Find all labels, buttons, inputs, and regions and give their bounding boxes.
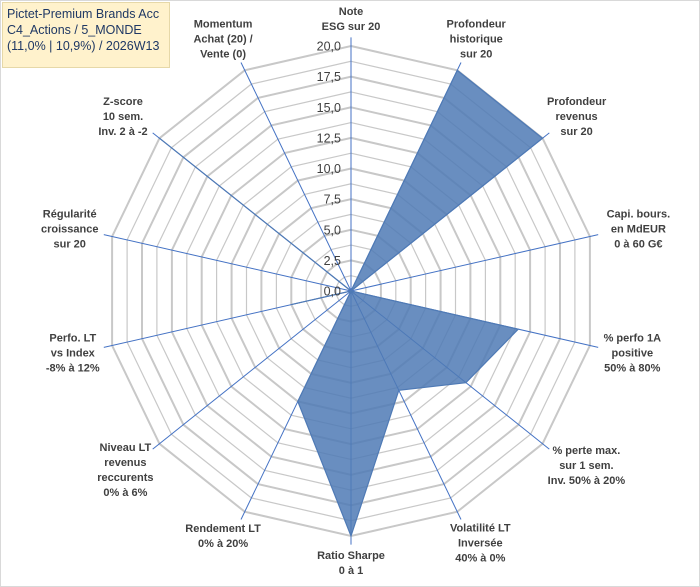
axis-spoke-12 xyxy=(103,234,352,292)
axis-label-13: Z-score 10 sem. Inv. 2 à -2 xyxy=(98,96,147,138)
axis-label-line: Inv. 50% à 20% xyxy=(548,475,626,487)
axis-spoke-10 xyxy=(152,290,352,450)
axis-label-line: % perfo 1A xyxy=(604,333,662,345)
axis-label-line: revenus xyxy=(104,457,146,469)
series-area xyxy=(159,69,544,538)
axis-label-line: Vente (0) xyxy=(200,49,246,61)
axis-label-line: 0% à 6% xyxy=(103,487,147,499)
axis-label-line: Niveau LT xyxy=(100,442,152,454)
axis-label-line: sur 20 xyxy=(460,49,492,61)
axis-label-line: 0% à 20% xyxy=(198,538,248,550)
axis-label-line: 0 à 1 xyxy=(339,565,363,577)
axis-label-line: revenus xyxy=(555,111,597,123)
tick-label: 2,5 xyxy=(324,254,341,268)
series-layer xyxy=(159,69,544,538)
axis-label-line: sur 20 xyxy=(53,238,85,250)
tick-label: 10,0 xyxy=(317,162,341,176)
title-line-1: Pictet-Premium Brands Acc xyxy=(7,7,160,21)
axis-label-line: 0 à 60 G€ xyxy=(614,238,662,250)
axis-label-3: Profondeur revenus sur 20 xyxy=(547,96,607,138)
axis-label-line: 40% à 0% xyxy=(455,552,505,564)
axis-label-line: Profondeur xyxy=(547,96,607,108)
tick-label: 20,0 xyxy=(317,40,341,54)
axis-label-line: positive xyxy=(612,348,654,360)
axis-label-7: Volatilité LT Inversée 40% à 0% xyxy=(450,522,511,564)
axis-label-line: 10 sem. xyxy=(103,111,143,123)
axis-label-line: Volatilité LT xyxy=(450,522,511,534)
axis-label-12: Régularité croissance sur 20 xyxy=(41,208,98,250)
axis-label-line: vs Index xyxy=(51,348,96,360)
chart-title-box: Pictet-Premium Brands Acc C4_Actions / 5… xyxy=(2,2,170,68)
axis-label-line: Momentum xyxy=(194,19,253,31)
label-layer: Note ESG sur 20 Profondeur historique sur 20… xyxy=(41,6,670,577)
axis-label-line: -8% à 12% xyxy=(46,363,100,375)
axis-label-line: Note xyxy=(339,6,363,18)
tick-layer: 0,0 2,5 5,0 7,5 10,0 12,5 15,0 17,5 20,0 xyxy=(317,40,341,299)
axis-label-line: Profondeur xyxy=(447,19,507,31)
axis-label-line: sur 1 sem. xyxy=(559,460,613,472)
axis-label-line: Z-score xyxy=(103,96,143,108)
axis-label-11: Perfo. LT vs Index -8% à 12% xyxy=(46,333,100,375)
tick-label: 15,0 xyxy=(317,101,341,115)
tick-label: 5,0 xyxy=(324,223,341,237)
axis-label-1: Note ESG sur 20 xyxy=(322,6,381,33)
axis-label-line: Perfo. LT xyxy=(49,333,96,345)
title-line-3: (11,0% | 10,9%) / 2026W13 xyxy=(7,39,160,53)
axis-label-line: croissance xyxy=(41,223,98,235)
axis-label-line: ESG sur 20 xyxy=(322,21,381,33)
title-line-2: C4_Actions / 5_MONDE xyxy=(7,23,142,37)
axis-label-line: Capi. bours. xyxy=(607,208,671,220)
axis-label-line: historique xyxy=(450,34,503,46)
axis-label-10: Niveau LT revenus reccurents 0% à 6% xyxy=(97,442,153,499)
axis-label-9: Rendement LT 0% à 20% xyxy=(185,523,261,550)
axis-label-line: Régularité xyxy=(43,208,97,220)
axis-label-line: Inversée xyxy=(458,537,503,549)
axis-label-line: 50% à 80% xyxy=(604,363,660,375)
axis-label-line: sur 20 xyxy=(560,126,592,138)
axis-label-line: Ratio Sharpe xyxy=(317,550,385,562)
axis-label-line: Rendement LT xyxy=(185,523,261,535)
axis-label-line: % perte max. xyxy=(552,445,620,457)
axis-spoke-14 xyxy=(240,62,352,292)
tick-label: 12,5 xyxy=(317,131,341,145)
axis-label-5: % perfo 1A positive 50% à 80% xyxy=(604,333,662,375)
axis-label-line: en MdEUR xyxy=(611,223,666,235)
axis-spoke-4 xyxy=(350,234,599,292)
axis-label-line: Inv. 2 à -2 xyxy=(98,126,147,138)
axis-label-14: Momentum Achat (20) / Vente (0) xyxy=(193,19,252,61)
tick-label: 17,5 xyxy=(317,70,341,84)
axis-label-line: Achat (20) / xyxy=(193,34,252,46)
tick-label: 0,0 xyxy=(324,285,341,299)
tick-label: 7,5 xyxy=(324,193,341,207)
axis-label-6: % perte max. sur 1 sem. Inv. 50% à 20% xyxy=(548,445,626,487)
axis-label-4: Capi. bours. en MdEUR 0 à 60 G€ xyxy=(607,208,671,250)
axis-label-2: Profondeur historique sur 20 xyxy=(447,19,507,61)
axis-label-line: reccurents xyxy=(97,472,153,484)
axis-label-8: Ratio Sharpe 0 à 1 xyxy=(317,550,385,577)
